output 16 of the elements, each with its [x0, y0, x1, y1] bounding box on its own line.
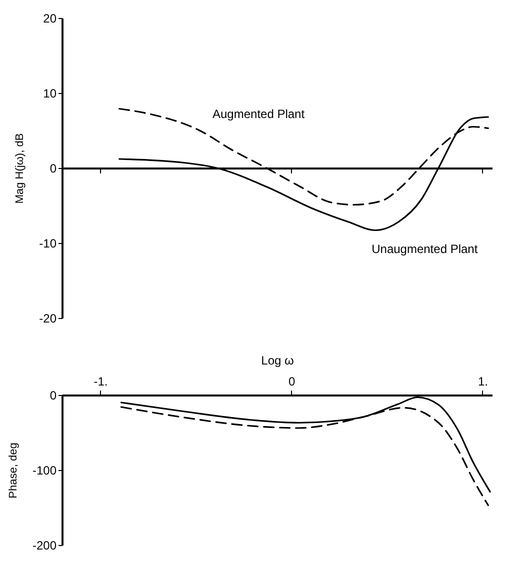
y-tick-label: 0	[50, 162, 57, 176]
x-tick-label: 1.	[478, 374, 488, 388]
annotation: Augmented Plant	[212, 107, 306, 121]
y-tick-label: -100	[32, 464, 57, 478]
x-axis-title: Log ω	[261, 354, 294, 368]
y-axis-title: Mag H(jω), dB	[14, 133, 26, 204]
y-tick-label: 20	[43, 12, 57, 26]
x-tick-label: -1.	[94, 374, 108, 388]
y-tick-label: 10	[43, 86, 57, 100]
y-tick-label: -200	[32, 538, 57, 552]
y-tick-label: -20	[39, 312, 57, 326]
y-tick-label: -10	[39, 236, 57, 250]
x-tick-label: 0	[288, 374, 296, 388]
annotation: Unaugmented Plant	[372, 242, 478, 256]
y-tick-label: 0	[50, 388, 57, 402]
y-axis-title: Phase, deg	[7, 442, 20, 498]
